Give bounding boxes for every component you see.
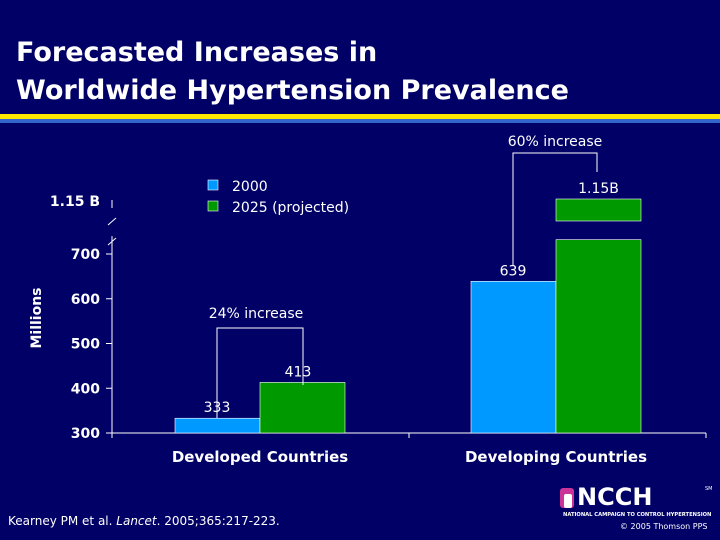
bar-chart: 1.15 B 300 400 500 600 700 Millions Developed C… [0,0,720,540]
y-tick-label-700: 700 [71,247,100,263]
bar-1-1-broken-top [556,199,641,221]
bar-1-1 [556,240,641,433]
legend-label-1: 2025 (projected) [232,200,349,216]
data-label-1-0: 413 [285,364,312,380]
copyright: © 2005 Thomson PPS [620,522,708,531]
citation: Kearney PM et al. Lancet. 2005;365:217-2… [8,514,280,528]
category-label-1: Developing Countries [465,448,647,466]
y-tick-label-600: 600 [71,292,100,308]
legend-swatch-1 [208,201,218,211]
annotation-developing: 60% increase [508,134,603,150]
bar-0-1 [471,281,556,433]
logo-subtitle: NATIONAL CAMPAIGN TO CONTROL HYPERTENSIO… [563,512,711,518]
y-tick-label-300: 300 [71,426,100,442]
legend-label-0: 2000 [232,179,268,195]
legend-swatch-0 [208,180,218,190]
logo-mark-white [564,494,572,508]
bar-0-0 [175,418,260,433]
annotation-developed: 24% increase [209,306,304,322]
y-tick-label-500: 500 [71,337,100,353]
citation-details: 2005;365:217-223. [164,514,279,528]
data-label-1-1: 1.15B [578,181,619,197]
citation-journal: Lancet [116,514,156,528]
axis-break-label: 1.15 B [50,194,100,210]
logo-sm: SM [705,486,713,492]
y-axis-title: Millions [29,287,45,348]
citation-authors: Kearney PM et al. [8,514,112,528]
logo-text: NCCH [577,483,652,511]
bar-1-0 [260,382,345,433]
y-tick-label-400: 400 [71,381,100,397]
axis-break-mark-upper [108,218,116,225]
ncch-logo: NCCH SM NATIONAL CAMPAIGN TO CONTROL HYP… [557,478,717,520]
data-label-0-1: 639 [500,263,527,279]
category-label-0: Developed Countries [172,448,348,466]
